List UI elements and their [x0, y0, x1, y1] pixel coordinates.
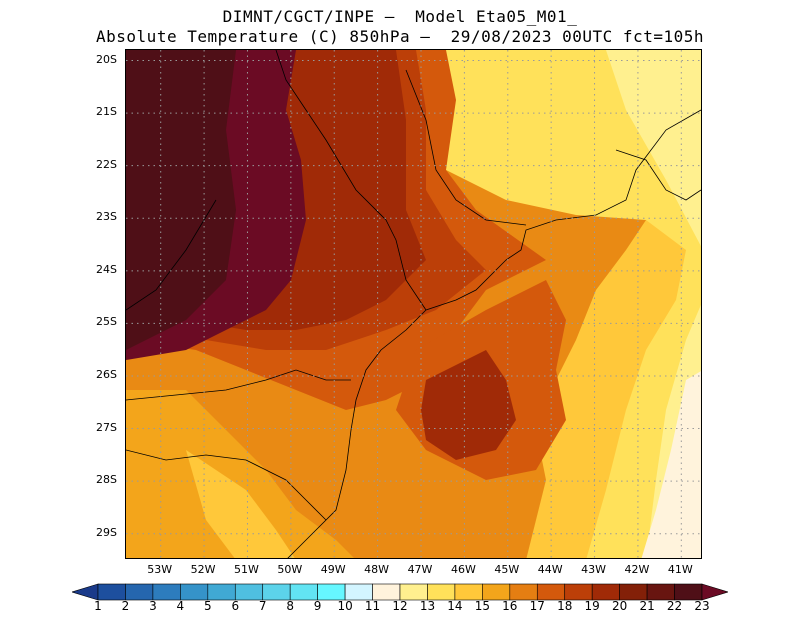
- lat-label-26S: 26S: [96, 367, 117, 381]
- colorbar-label-15: 15: [474, 599, 490, 613]
- lat-label-22S: 22S: [96, 157, 117, 171]
- colorbar-swatch-5: [207, 583, 236, 601]
- colorbar-label-22: 22: [666, 599, 683, 613]
- lon-label-45W: 45W: [494, 563, 520, 576]
- field-east-13: [436, 50, 701, 558]
- field-sea-core: [421, 350, 516, 460]
- colorbar-swatch-19: [591, 583, 620, 601]
- colorbar-label-11: 11: [364, 599, 381, 613]
- colorbar-swatch-2: [125, 583, 154, 601]
- field-sw-14: [186, 450, 295, 558]
- colorbar-label-14: 14: [447, 599, 463, 613]
- field-west-23: [126, 50, 236, 350]
- colorbar-swatch-3: [152, 583, 181, 601]
- state-border-6: [615, 149, 701, 201]
- colorbar-swatch-22: [674, 583, 703, 601]
- colorbar-swatch-4: [180, 583, 209, 601]
- colorbar-swatch-17: [536, 583, 566, 601]
- colorbar-swatch-16: [509, 583, 538, 601]
- colorbar-label-10: 10: [337, 599, 353, 613]
- lon-label-42W: 42W: [624, 563, 650, 576]
- colorbar-swatch-20: [619, 583, 648, 601]
- lon-label-53W: 53W: [147, 563, 173, 576]
- lat-label-23S: 23S: [96, 210, 117, 224]
- colorbar-swatch-9: [317, 583, 346, 601]
- gridlines: [126, 50, 701, 558]
- colorbar-swatch-15: [482, 583, 511, 601]
- colorbar-label-1: 1: [94, 599, 102, 613]
- colorbar-swatch-18: [564, 583, 593, 601]
- colorbar-label-8: 8: [286, 599, 294, 613]
- field-east-11: [641, 371, 701, 558]
- colorbar-label-23: 23: [694, 599, 710, 613]
- lat-label-29S: 29S: [96, 525, 117, 539]
- colorbar-left-arrow: [72, 583, 99, 601]
- colorbar-label-18: 18: [557, 599, 573, 613]
- colorbar-label-13: 13: [419, 599, 436, 613]
- lat-label-20S: 20S: [96, 52, 117, 66]
- colorbar-label-4: 4: [176, 599, 185, 613]
- colorbar-label-20: 20: [611, 599, 628, 613]
- lon-label-43W: 43W: [581, 563, 606, 576]
- title-line-1: DIMNT/CGCT/INPE – Model Eta05_M01_: [222, 7, 578, 26]
- colorbar-swatch-10: [344, 583, 373, 601]
- colorbar-swatch-8: [289, 583, 318, 601]
- lat-label-25S: 25S: [96, 315, 117, 329]
- colorbar-swatch-1: [97, 583, 126, 601]
- colorbar-swatch-14: [454, 583, 483, 601]
- colorbar-label-12: 12: [392, 599, 408, 613]
- state-border-2: [126, 449, 327, 521]
- colorbar-swatch-12: [399, 583, 428, 601]
- state-border-4: [405, 69, 527, 226]
- colorbar: [72, 583, 728, 601]
- title-line-2: Absolute Temperature (C) 850hPa – 29/08/…: [96, 27, 704, 46]
- colorbar-label-21: 21: [639, 599, 655, 613]
- state-border-1: [126, 369, 351, 401]
- state-border-3: [275, 50, 427, 311]
- colorbar-swatch-13: [427, 583, 456, 601]
- coastline: [287, 109, 701, 558]
- lon-label-52W: 52W: [190, 563, 216, 576]
- lon-label-47W: 47W: [407, 563, 433, 576]
- lon-label-46W: 46W: [450, 563, 476, 576]
- lon-label-51W: 51W: [234, 563, 259, 576]
- colorbar-right-arrow: [701, 583, 728, 601]
- colorbar-label-2: 2: [121, 599, 130, 613]
- lon-label-44W: 44W: [537, 563, 563, 576]
- lon-label-49W: 49W: [320, 563, 346, 576]
- colorbar-swatch-7: [262, 583, 291, 601]
- colorbar-label-7: 7: [258, 599, 267, 613]
- colorbar-label-3: 3: [149, 599, 157, 613]
- colorbar-swatch-11: [372, 583, 401, 601]
- colorbar-label-6: 6: [231, 599, 240, 613]
- colorbar-swatch-21: [646, 583, 675, 601]
- colorbar-swatch-6: [234, 583, 264, 601]
- lon-label-50W: 50W: [277, 563, 303, 576]
- lon-label-41W: 41W: [667, 563, 693, 576]
- colorbar-label-17: 17: [529, 599, 545, 613]
- lat-label-24S: 24S: [96, 262, 117, 276]
- field-sw-15: [126, 390, 354, 558]
- coastline-and-borders: [126, 50, 701, 558]
- colorbar-label-19: 19: [584, 599, 600, 613]
- lat-label-21S: 21S: [96, 105, 117, 119]
- lat-label-28S: 28S: [96, 473, 117, 487]
- colorbar-label-9: 9: [313, 599, 322, 613]
- lon-label-48W: 48W: [364, 563, 390, 576]
- colorbar-label-5: 5: [203, 599, 212, 613]
- colorbar-label-16: 16: [502, 599, 518, 613]
- temperature-map: [125, 49, 702, 559]
- lat-label-27S: 27S: [96, 420, 117, 434]
- state-border-5: [126, 199, 217, 311]
